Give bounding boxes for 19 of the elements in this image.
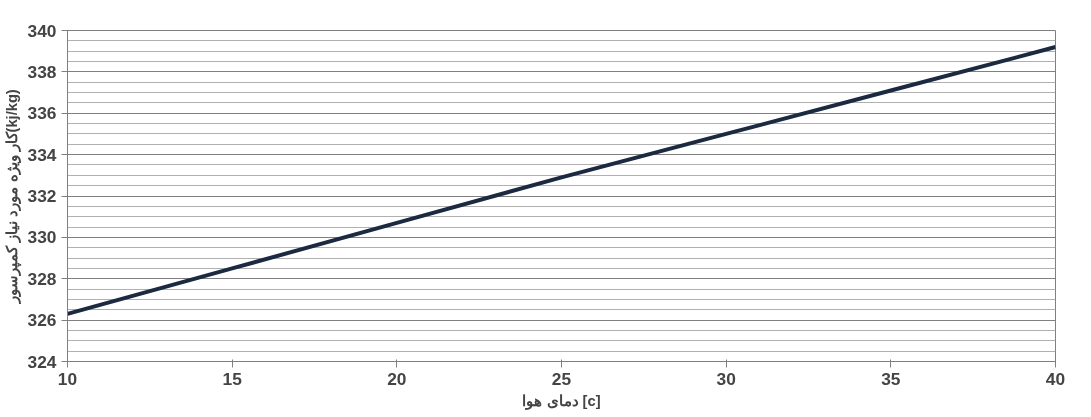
y-axis-title: کار ویژه مورد نیاز کمپرسور(kj/kg) [3,89,22,304]
y-tick-label: 334 [27,144,57,165]
y-tick-label: 340 [27,20,57,41]
x-axis-title: دمای هوا [c] [522,392,601,410]
y-tick-label: 324 [27,351,57,372]
y-tick-label: 330 [27,227,57,248]
line-series [67,45,1056,316]
y-tick-label: 332 [27,186,57,206]
x-tick-label: 30 [716,368,736,389]
y-tick-label: 326 [27,310,57,331]
x-tick-label: 40 [1045,368,1066,389]
x-tick-label: 35 [881,368,901,389]
x-tick-label: 10 [57,368,78,389]
x-tick-label: 25 [551,368,572,389]
x-tick-label: 20 [387,368,407,389]
y-tick-label: 336 [27,103,57,124]
y-tick-label: 328 [27,268,57,289]
y-tick-label: 338 [27,61,57,82]
x-tick-label: 15 [222,368,243,389]
